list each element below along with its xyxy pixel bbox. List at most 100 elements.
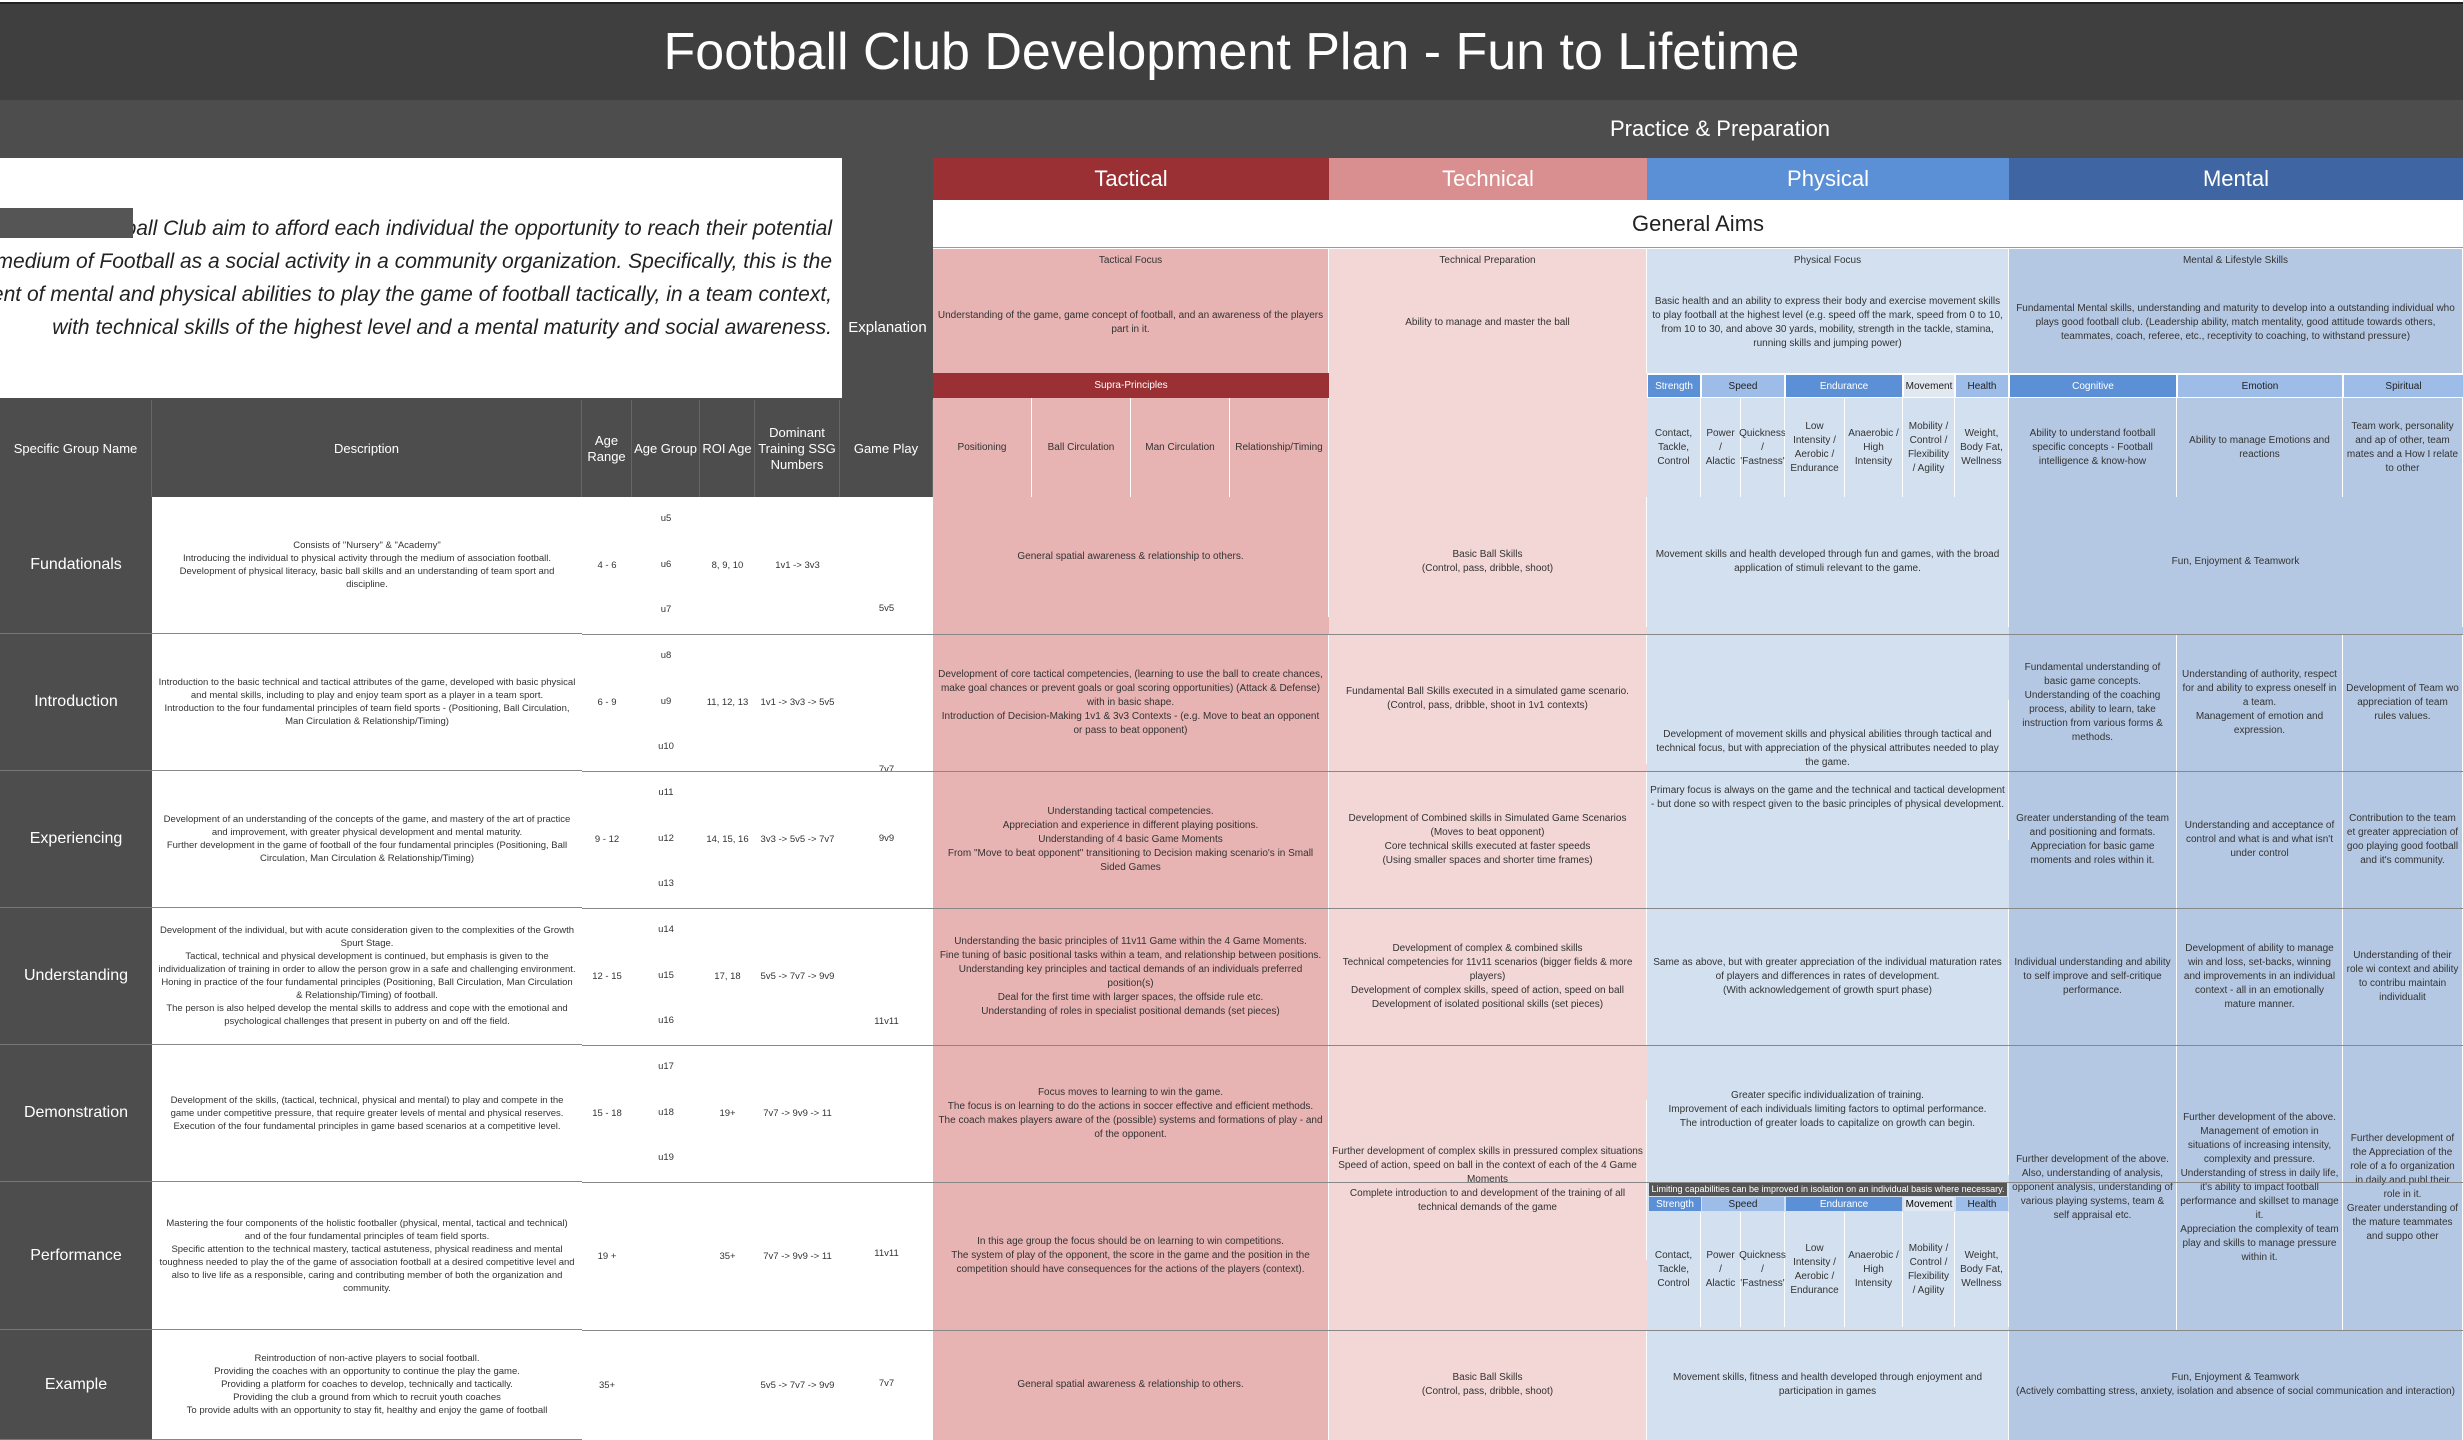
technical-cell: Further development of complex skills in…	[1329, 1100, 1647, 1260]
mental-cell: Further development of the Appreciation …	[2343, 1045, 2463, 1330]
age-group: u11	[658, 786, 674, 798]
ssg-numbers: 7v7 -> 9v9 -> 11	[763, 1108, 832, 1119]
row-label: Experiencing	[0, 771, 152, 908]
age-group: u17	[658, 1060, 674, 1072]
technical-cell: Fundamental Ball Skills executed in a si…	[1329, 634, 1647, 764]
row-description: Development of the individual, but with …	[152, 908, 582, 1045]
col-age-range: Age Range	[582, 400, 632, 497]
phys-item: Contact, Tackle, Control	[1647, 1212, 1701, 1327]
phys-cat-health: Health	[1956, 1197, 2008, 1211]
age-group: u18	[658, 1106, 674, 1118]
mental-cat-spiritual: Spiritual	[2344, 375, 2463, 397]
col-roi-age: ROI Age	[700, 400, 755, 497]
row-description: Development of an understanding of the c…	[152, 771, 582, 908]
phys-cat-strength: Strength	[1648, 375, 1700, 397]
physical-cell: Development of movement skills and physi…	[1647, 700, 2009, 840]
physical-focus-header: Physical Focus	[1647, 249, 2009, 273]
pillar-physical: Physical	[1647, 158, 2009, 200]
technical-cell: Basic Ball Skills (Control, pass, dribbl…	[1329, 497, 1647, 627]
physical-column	[1647, 497, 2009, 1440]
age-group: u5	[660, 512, 672, 524]
game-play: 11v11	[874, 1247, 899, 1259]
phys-cat-speed: Speed	[1702, 1197, 1784, 1211]
mental-cell: Development of Team wo appreciation of t…	[2343, 634, 2463, 771]
col-group-name: Specific Group Name	[0, 400, 152, 497]
mental-item-emotion: Ability to manage Emotions and reactions	[2177, 398, 2343, 497]
pillar-tactical: Tactical	[933, 158, 1329, 200]
intro-line: Football Club aim to afford each individ…	[82, 217, 832, 240]
mental-cell: Understanding and acceptance of control …	[2177, 771, 2343, 908]
phys-item: Anaerobic / High Intensity	[1845, 398, 1903, 497]
age-group: u7	[660, 603, 672, 615]
roi-age: 19+	[719, 1108, 736, 1119]
phys-item: Low Intensity / Aerobic / Endurance	[1785, 1212, 1845, 1327]
phys-item: Weight, Body Fat, Wellness	[1955, 398, 2009, 497]
tactical-cell: Focus moves to learning to win the game.…	[933, 1045, 1329, 1182]
intro-text: Football Club aim to afford each individ…	[0, 158, 842, 398]
row-divider	[582, 1045, 2463, 1046]
age-group: u14	[658, 923, 674, 935]
roi-age: 14, 15, 16	[706, 834, 749, 845]
phys-item: Mobility / Control / Flexibility / Agili…	[1903, 398, 1955, 497]
mental-cell: Understanding of their role wi context a…	[2343, 908, 2463, 1045]
roi-age: 11, 12, 13	[706, 697, 749, 708]
row-label: Fundationals	[0, 497, 152, 634]
tactical-cell: Development of core tactical competencie…	[933, 634, 1329, 771]
age-group: u13	[658, 877, 674, 889]
game-play: 7v7	[878, 1377, 895, 1389]
age-range: 19 +	[597, 1250, 617, 1262]
col-game-play: Game Play	[840, 400, 933, 497]
phys-cat-endurance: Endurance	[1786, 375, 1902, 397]
age-group: u15	[658, 969, 674, 981]
row-divider	[582, 1330, 2463, 1331]
phys-cat-health: Health	[1956, 375, 2008, 397]
supra-positioning: Positioning	[933, 398, 1032, 497]
mental-cell: Development of ability to manage win and…	[2177, 908, 2343, 1045]
row-label: Introduction	[0, 634, 152, 771]
technical-cell: Basic Ball Skills (Control, pass, dribbl…	[1329, 1330, 1647, 1440]
mental-column	[2009, 497, 2463, 1440]
tactical-cell: General spatial awareness & relationship…	[933, 1330, 1329, 1440]
row-label: Performance	[0, 1182, 152, 1330]
intro-line: ugh the medium of Football as a social a…	[0, 250, 832, 273]
mental-item-spiritual: Team work, personality and ap of other, …	[2343, 398, 2463, 497]
mental-cell: Fun, Enjoyment & Teamwork (Actively comb…	[2009, 1330, 2463, 1440]
age-group: u19	[658, 1151, 674, 1163]
phys-item: Power / Alactic	[1701, 398, 1741, 497]
tactical-cell: Understanding the basic principles of 11…	[933, 908, 1329, 1045]
col-description: Description	[152, 400, 582, 497]
phys-item: Power / Alactic	[1701, 1212, 1741, 1327]
supra-relationship-timing: Relationship/Timing	[1230, 398, 1329, 497]
phys-cat-endurance: Endurance	[1786, 1197, 1902, 1211]
ssg-numbers: 1v1 -> 3v3 -> 5v5	[760, 697, 835, 708]
header-band	[0, 100, 2463, 158]
pillar-technical: Technical	[1329, 158, 1647, 200]
age-range: 35+	[598, 1379, 616, 1391]
mental-cat-emotion: Emotion	[2178, 375, 2342, 397]
intro-line: elopment of mental and physical abilitie…	[0, 283, 832, 306]
col-age-group: Age Group	[632, 400, 700, 497]
row-divider	[582, 634, 2463, 635]
age-range: 15 - 18	[592, 1108, 622, 1119]
mental-cell: Contribution to the team et greater appr…	[2343, 771, 2463, 908]
phys-item: Quickness / 'Fastness'	[1739, 398, 1786, 497]
row-description: Mastering the four components of the hol…	[152, 1182, 582, 1330]
supra-ball-circulation: Ball Circulation	[1032, 398, 1131, 497]
mental-focus-text: Fundamental Mental skills, understanding…	[2009, 273, 2463, 373]
physical-focus-text: Basic health and an ability to express t…	[1647, 273, 2009, 373]
phys-item: Mobility / Control / Flexibility / Agili…	[1903, 1212, 1955, 1327]
general-aims: General Aims	[933, 200, 2463, 248]
age-group: u8	[660, 649, 672, 661]
technical-column	[1329, 497, 1647, 1440]
physical-cell: Greater specific individualization of tr…	[1647, 1045, 2009, 1175]
phys-cat-strength: Strength	[1649, 1197, 1701, 1211]
ssg-numbers: 3v3 -> 5v5 -> 7v7	[760, 834, 835, 845]
row-label: Example	[0, 1330, 152, 1440]
mental-cell: Further development of the above. Also, …	[2009, 1045, 2177, 1330]
ssg-numbers: 5v5 -> 7v7 -> 9v9	[760, 971, 835, 982]
row-divider	[582, 908, 2463, 909]
age-group: u10	[658, 740, 674, 752]
phys-item: Anaerobic / High Intensity	[1845, 1212, 1903, 1327]
age-columns-bg	[582, 497, 933, 1440]
col-ssg-numbers: Dominant Training SSG Numbers	[755, 400, 840, 497]
